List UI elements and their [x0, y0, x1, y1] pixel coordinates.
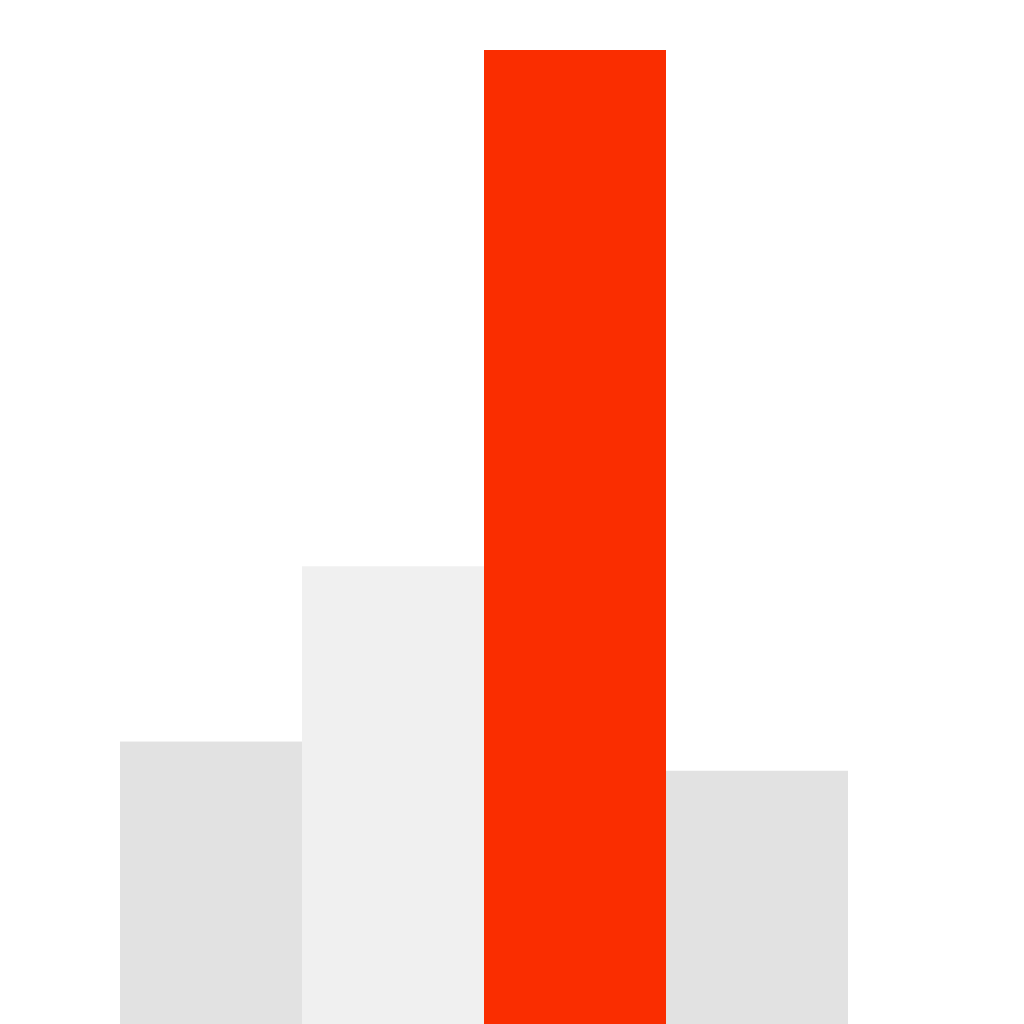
bar-4 — [666, 770, 848, 1024]
bar-2 — [302, 566, 484, 1024]
bar-3 — [484, 50, 666, 1024]
bar-1 — [120, 741, 302, 1024]
